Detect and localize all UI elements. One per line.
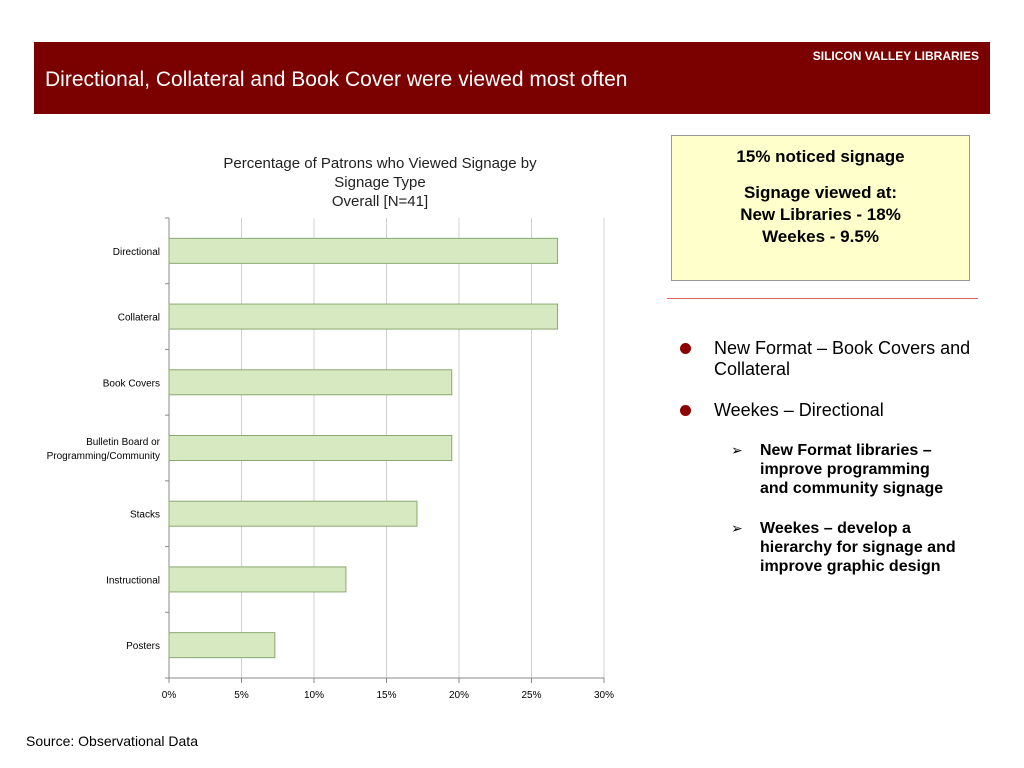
arrow-bullet-icon: ➢ [731,520,743,536]
sub-bullet-text: New Format libraries – improve programmi… [760,442,944,497]
x-tick-label: 0% [162,690,177,701]
y-category-label: Posters [126,641,160,652]
y-category-label: Directional [113,247,160,258]
y-category-label: Book Covers [103,378,160,389]
callout-subheading: Signage viewed at: [743,183,898,202]
bullet-item: Weekes – Directional [676,400,976,421]
findings-list: New Format – Book Covers and Collateral … [676,338,976,597]
bullet-text: New Format – Book Covers and Collateral [714,338,971,379]
divider-line [667,298,978,299]
bar [168,237,559,264]
sub-bullet-item: ➢ Weekes – develop a hierarchy for signa… [730,519,960,576]
bar [168,369,453,396]
y-category-label: Collateral [118,313,160,324]
bar-chart-svg: Percentage of Patrons who Viewed Signage… [47,155,614,701]
y-category-label: Stacks [130,510,160,521]
bar [168,566,347,593]
bullet-dot-icon [680,343,691,354]
brand-label: SILICON VALLEY LIBRARIES [812,49,979,63]
callout-new-libraries: New Libraries - 18% [740,205,901,224]
callout-headline: 15% noticed signage [736,147,905,166]
chart-title-line: Overall [N=41] [332,193,428,210]
x-tick-label: 10% [304,690,324,701]
x-tick-label: 30% [594,690,614,701]
chart-title-line: Signage Type [334,174,425,191]
y-category-label: Instructional [106,575,160,586]
sub-bullet-item: ➢ New Format libraries – improve program… [730,441,960,498]
bullet-item: New Format – Book Covers and Collateral [676,338,976,380]
y-category-label: Programming/Community [47,451,160,462]
bar [168,632,276,659]
signage-callout-box: 15% noticed signage Signage viewed at: N… [671,135,970,281]
bullet-text: Weekes – Directional [714,400,884,420]
bar [168,500,418,527]
x-tick-label: 5% [234,690,249,701]
x-tick-label: 15% [376,690,396,701]
bar [168,303,559,330]
slide-header: SILICON VALLEY LIBRARIES Directional, Co… [34,42,990,114]
x-tick-label: 25% [521,690,541,701]
bullet-dot-icon [680,405,691,416]
chart-title-line: Percentage of Patrons who Viewed Signage… [223,155,537,172]
y-category-label: Bulletin Board or [86,437,161,448]
source-note: Source: Observational Data [26,733,198,749]
slide-title: Directional, Collateral and Book Cover w… [45,68,628,91]
bar-chart: Percentage of Patrons who Viewed Signage… [0,140,640,710]
callout-weekes: Weekes - 9.5% [762,227,879,246]
bar [168,435,453,461]
x-tick-label: 20% [449,690,469,701]
arrow-bullet-icon: ➢ [731,442,743,458]
sub-bullet-text: Weekes – develop a hierarchy for signage… [760,520,956,575]
